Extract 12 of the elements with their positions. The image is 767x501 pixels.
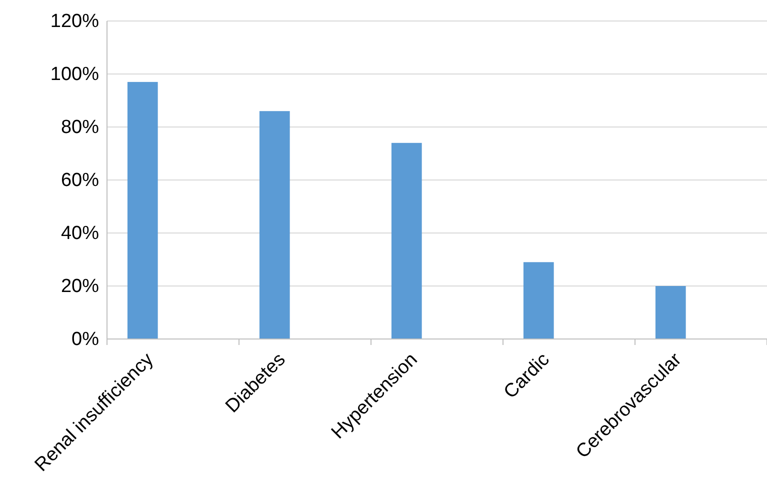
y-tick-label: 20% <box>60 276 100 298</box>
y-tick-label: 80% <box>60 117 100 138</box>
bar <box>523 262 554 339</box>
bar <box>391 142 422 339</box>
y-tick-label: 100% <box>50 64 100 86</box>
y-tick-label: 40% <box>60 223 100 244</box>
y-tick-label: 60% <box>60 170 100 192</box>
bar <box>259 111 290 339</box>
bar <box>655 286 686 339</box>
bar <box>127 82 158 339</box>
y-tick-label: 120% <box>50 11 100 32</box>
y-tick-label: 0% <box>72 329 100 350</box>
